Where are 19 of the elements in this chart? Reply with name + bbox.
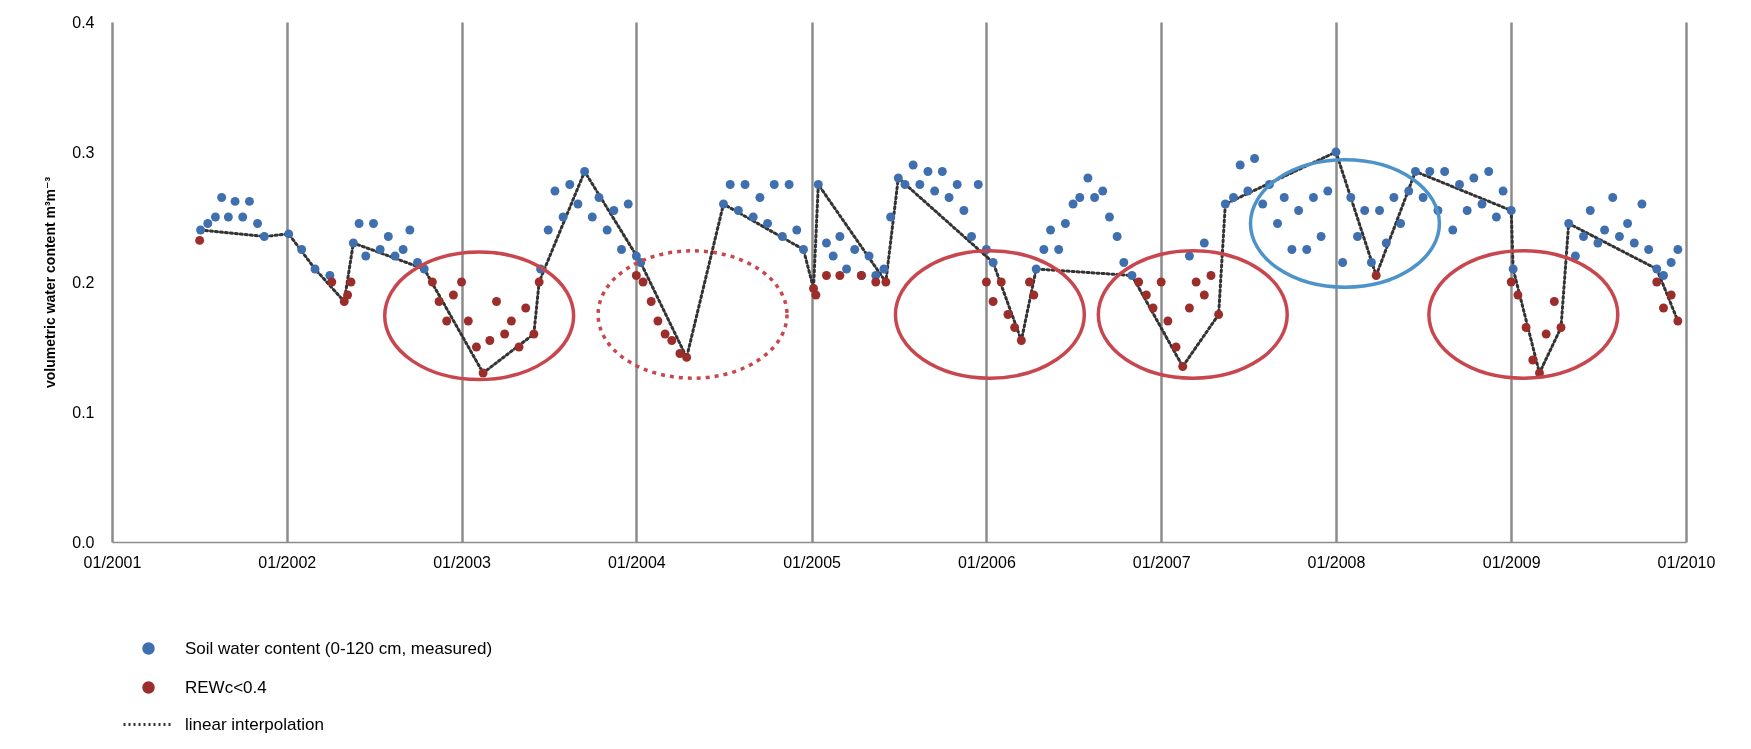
x-tick-label: 01/2008 [1307, 553, 1366, 571]
legend-label: linear interpolation [185, 714, 324, 734]
y-axis-title: volumetric water content m³m⁻³ [42, 176, 59, 389]
y-tick-label: 0.0 [72, 533, 95, 551]
x-tick-label: 01/2005 [783, 553, 842, 571]
x-tick-label: 01/2010 [1657, 553, 1716, 571]
x-tick-label: 01/2001 [83, 553, 142, 571]
x-tick-label: 01/2006 [957, 553, 1016, 571]
y-tick-label: 0.4 [72, 13, 95, 31]
x-tick-label: 01/2003 [433, 553, 492, 571]
legend-label: Soil water content (0-120 cm, measured) [185, 638, 493, 658]
x-tick-label: 01/2007 [1132, 553, 1191, 571]
x-tick-label: 01/2002 [258, 553, 317, 571]
x-tick-label: 01/2009 [1482, 553, 1541, 571]
legend-label: REWc<0.4 [185, 677, 267, 697]
x-tick-label: 01/2004 [607, 553, 666, 571]
y-tick-label: 0.2 [72, 273, 95, 291]
y-tick-label: 0.1 [72, 403, 95, 421]
y-tick-label: 0.3 [72, 143, 95, 161]
